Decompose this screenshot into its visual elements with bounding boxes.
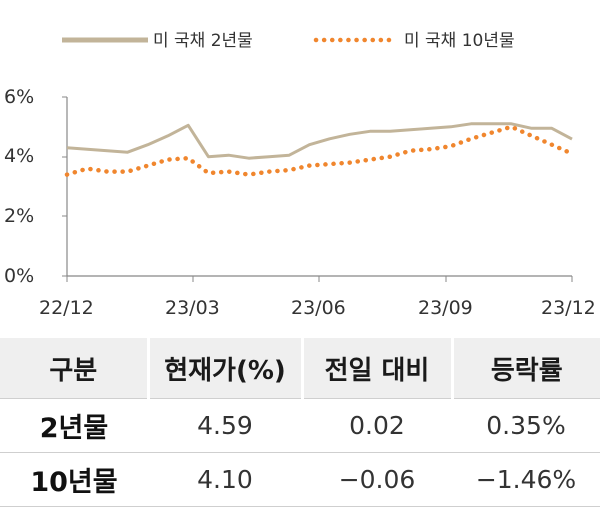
header-price: 현재가(%) [148, 338, 304, 399]
rate-cell: −1.46% [452, 452, 600, 507]
quote-table: 구분 현재가(%) 전일 대비 등락률 2년물 4.59 0.02 0.35% … [0, 338, 600, 507]
change-cell: 0.02 [302, 398, 452, 453]
x-tick-label: 23/03 [165, 297, 220, 319]
legend-label-10y: 미 국채 10년물 [404, 31, 515, 51]
series-layer [64, 122, 575, 177]
series-line-10y [64, 124, 575, 177]
header-category: 구분 [0, 338, 150, 399]
header-change: 전일 대비 [302, 338, 454, 399]
chart-legend: 미 국채 2년물 미 국채 10년물 [62, 31, 515, 51]
table-row: 10년물 4.10 −0.06 −1.46% [0, 452, 600, 507]
price-cell: 4.59 [148, 398, 302, 453]
yield-chart: 미 국채 2년물 미 국채 10년물 6% 4% 2% 0% 22/12 23/… [4, 31, 596, 319]
table-header-row: 구분 현재가(%) 전일 대비 등락률 [0, 338, 600, 399]
x-tick-label: 22/12 [39, 297, 94, 319]
legend-label-2y: 미 국채 2년물 [153, 31, 253, 51]
y-tick-label: 6% [4, 86, 34, 108]
y-tick-label: 4% [4, 145, 34, 167]
price-cell: 4.10 [148, 452, 302, 507]
y-tick-label: 0% [4, 265, 34, 287]
rate-cell: 0.35% [452, 398, 600, 453]
x-tick-label: 23/09 [418, 297, 473, 319]
header-rate: 등락률 [452, 338, 600, 399]
y-tick-label: 2% [4, 205, 34, 227]
x-tick-label: 23/12 [541, 297, 596, 319]
row-label: 10년물 [0, 452, 148, 507]
table-row: 2년물 4.59 0.02 0.35% [0, 398, 600, 453]
series-line-2y [66, 122, 573, 160]
x-tick-label: 23/06 [291, 297, 346, 319]
yield-chart-svg: 미 국채 2년물 미 국채 10년물 6% 4% 2% 0% 22/12 23/… [4, 31, 596, 319]
change-cell: −0.06 [302, 452, 452, 507]
row-label: 2년물 [0, 398, 148, 453]
